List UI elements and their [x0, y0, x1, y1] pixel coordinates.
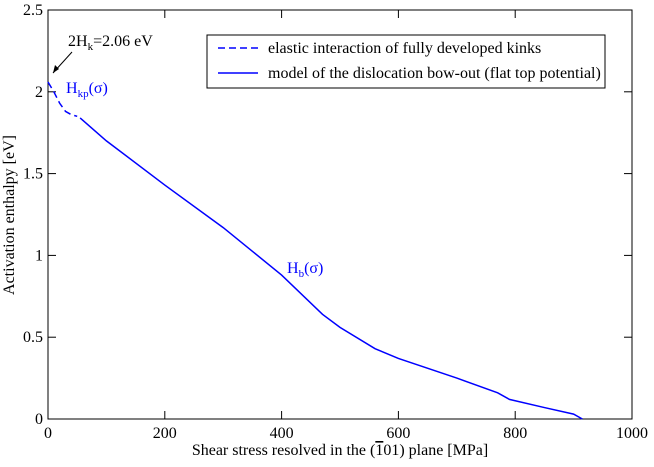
annotation-part: 2H — [68, 33, 88, 50]
annotation: Hkp(σ) — [66, 80, 108, 100]
x-tick-label: 200 — [153, 425, 177, 442]
y-tick-label: 2.5 — [23, 2, 43, 19]
plot-frame — [47, 9, 633, 420]
annotation-part: b — [299, 268, 305, 280]
annotation-part: =2.06 eV — [93, 33, 153, 50]
x-axis-label: Shear stress resolved in the (101) plane… — [192, 442, 488, 459]
y-axis-label: Activation enthalpy [eV] — [1, 135, 18, 295]
annotation-part: k — [88, 41, 94, 53]
arrow-head — [53, 65, 59, 73]
annotation-part: (σ) — [89, 80, 108, 97]
y-tick-label: 2 — [35, 84, 43, 101]
x-tick-label: 0 — [44, 425, 52, 442]
legend-label: model of the dislocation bow-out (flat t… — [268, 65, 601, 82]
legend — [206, 34, 606, 89]
x-label-part: 01) plane [MPa] — [383, 442, 488, 459]
annotation: 2Hk=2.06 eV — [68, 33, 153, 53]
x-label-part: 1 — [375, 442, 383, 459]
y-tick-label: 1 — [35, 247, 43, 264]
series-line — [79, 117, 583, 420]
annotation-part: H — [287, 260, 299, 277]
y-tick-label: 0.5 — [23, 329, 43, 346]
x-label-part: Shear stress resolved in the ( — [192, 442, 376, 459]
annotation-part: H — [66, 80, 78, 97]
x-tick-label: 400 — [270, 425, 294, 442]
x-tick-label: 1000 — [616, 425, 648, 442]
annotation-part: kp — [78, 88, 90, 100]
annotation-part: (σ) — [304, 260, 323, 277]
y-tick-label: 0 — [35, 411, 43, 428]
y-tick-label: 1.5 — [23, 166, 43, 183]
annotation: Hb(σ) — [287, 260, 323, 280]
legend-label: elastic interaction of fully developed k… — [268, 40, 541, 57]
x-tick-label: 800 — [503, 425, 527, 442]
x-tick-label: 600 — [386, 425, 410, 442]
